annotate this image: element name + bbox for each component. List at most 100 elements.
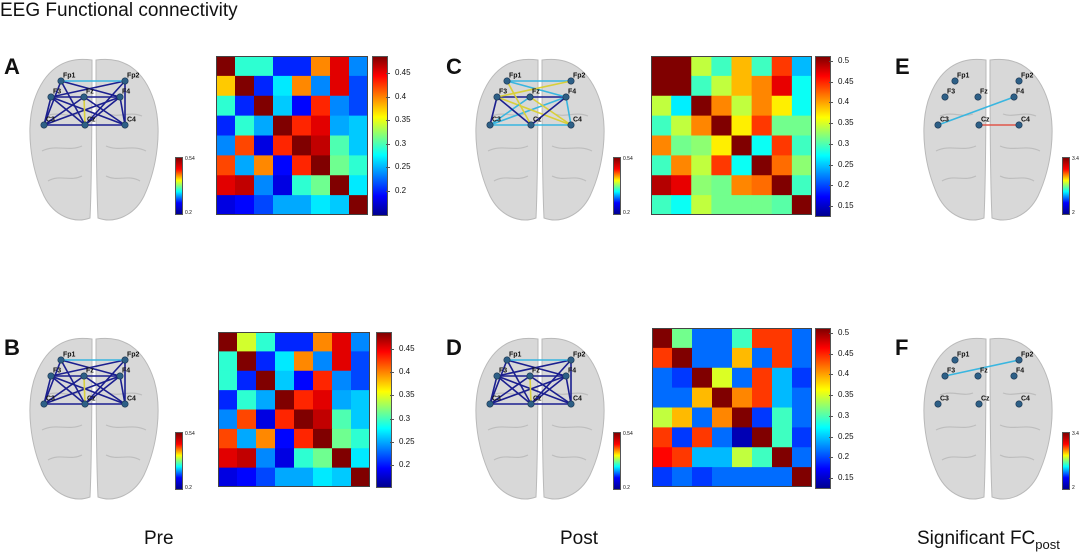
colorbar-tick-label: 0.15 (829, 472, 854, 482)
matrix-cell (792, 347, 812, 369)
brain-sulcus (41, 424, 83, 431)
electrode-label: F3 (499, 89, 507, 96)
brain-sulcus (551, 145, 593, 152)
matrix-cell (332, 390, 352, 411)
matrix-colorbar-b: 0.45 0.4 0.35 0.3 0.25 0.2 (376, 332, 415, 488)
edge-colorbar-min: 0.2 (185, 485, 192, 491)
electrode-label: Fz (532, 89, 540, 96)
matrix-cell (692, 467, 713, 487)
matrix-cell (332, 409, 352, 430)
left-hemisphere (29, 337, 93, 500)
edge-colorbar-min: 2 (1072, 485, 1075, 491)
electrode-node (121, 77, 129, 85)
brain-sulcus (1002, 113, 1037, 117)
matrix-cell (791, 175, 812, 196)
connectivity-edge (43, 80, 62, 126)
brain-sulcus (45, 113, 80, 117)
colorbar-tick-label: 0.45 (390, 344, 415, 353)
electrode-node (567, 356, 575, 364)
electrode-node (934, 400, 942, 408)
panel-label-a: A (4, 54, 20, 79)
connectivity-matrix-a (216, 56, 368, 215)
colorbar-tick-label: 0.45 (829, 348, 854, 358)
electrode-label: Fp1 (509, 73, 522, 80)
matrix-cell (711, 56, 733, 77)
matrix-cell (256, 332, 276, 352)
matrix-cell (731, 75, 753, 97)
matrix-cell (313, 351, 333, 372)
matrix-cell (275, 351, 295, 372)
electrode-node (951, 77, 959, 85)
electrode-label: Fz (86, 368, 94, 375)
electrode-node (486, 400, 494, 408)
edge-colorbar-min: 0.2 (623, 485, 630, 491)
electrode-label: Fz (532, 368, 540, 375)
matrix-cell (216, 115, 236, 137)
matrix-cell (691, 135, 712, 156)
connectivity-edge (565, 375, 572, 405)
brain-sulcus (551, 424, 593, 431)
matrix-cell (237, 467, 257, 487)
matrix-cell (772, 467, 793, 487)
matrix-cell (330, 175, 350, 196)
matrix-cell (273, 135, 293, 156)
matrix-cell (273, 56, 293, 77)
colorbar-tick-label: 0.2 (385, 185, 407, 195)
matrix-cell (791, 135, 812, 156)
matrix-cell (349, 56, 368, 77)
matrix-cell (711, 75, 733, 97)
electrode-node (974, 372, 982, 380)
matrix-cell (691, 95, 712, 117)
matrix-cell (275, 409, 295, 430)
matrix-cell (692, 427, 713, 448)
column-label-significant: Significant FCpost (917, 528, 1060, 552)
electrode-node (47, 93, 55, 101)
figure-title: EEG Functional connectivity (0, 0, 238, 21)
matrix-cell (691, 115, 712, 137)
electrode-label: C4 (573, 117, 582, 124)
matrix-cell (752, 467, 773, 487)
matrix-cell (711, 195, 733, 215)
electrode-node (934, 121, 942, 129)
matrix-cell (671, 95, 692, 117)
electrode-label: C3 (940, 117, 949, 124)
matrix-cell (732, 467, 753, 487)
electrode-label: F3 (499, 368, 507, 375)
matrix-cell (218, 448, 238, 469)
matrix-cell (254, 155, 274, 176)
connectivity-edge (60, 359, 86, 405)
electrode-node (951, 356, 959, 364)
electrode-label: C3 (46, 396, 55, 403)
electrode-node (1015, 400, 1023, 408)
matrix-cell (671, 56, 692, 77)
electrode-label: F4 (1016, 89, 1024, 96)
matrix-cell (275, 467, 295, 487)
matrix-cell (732, 347, 753, 369)
matrix-cell (651, 75, 672, 97)
matrix-cell (237, 428, 257, 449)
matrix-cell (772, 328, 793, 349)
electrode-label: Fz (980, 89, 988, 96)
electrode-label: Fp2 (1021, 352, 1034, 359)
matrix-cell (330, 56, 350, 77)
electrode-label: Cz (981, 117, 990, 124)
connectivity-edge (50, 96, 86, 126)
matrix-cell (256, 467, 276, 487)
electrode-node (40, 400, 48, 408)
matrix-cell (311, 95, 331, 117)
matrix-cell (711, 175, 733, 196)
matrix-cell (671, 115, 692, 137)
significant-main: Significant FC (917, 528, 1036, 549)
electrode-node (81, 121, 89, 129)
matrix-cell (732, 447, 753, 468)
matrix-cell (349, 75, 368, 97)
matrix-cell (751, 115, 773, 137)
electrode-label: C3 (492, 396, 501, 403)
matrix-cell (218, 332, 238, 352)
electrode-node (80, 93, 88, 101)
matrix-cell (692, 367, 713, 389)
brain-sulcus (47, 175, 83, 182)
matrix-cell (671, 195, 692, 215)
colorbar-tick-label: 0.25 (829, 431, 854, 441)
brain-sulcus (491, 392, 526, 396)
